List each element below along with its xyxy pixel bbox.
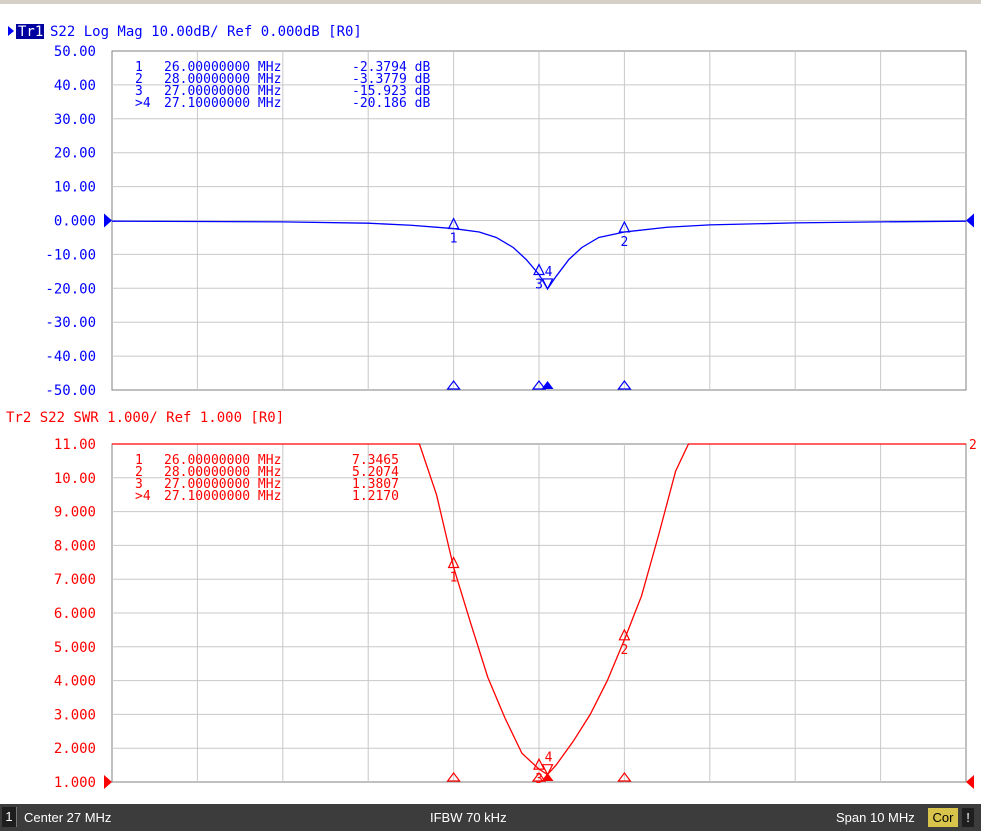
y-tick-label: 20.00	[54, 146, 96, 162]
marker-label: 1	[450, 232, 458, 247]
marker-table-value: 1.2170	[352, 489, 399, 504]
marker-4-icon[interactable]	[541, 278, 554, 291]
marker-label: 4	[545, 751, 553, 766]
marker-table-frequency: 28.00000000 MHz	[164, 72, 281, 87]
marker-table-value: 1.3807	[352, 477, 399, 492]
y-tick-label: 7.000	[54, 572, 96, 588]
y-tick-label: 11.00	[54, 437, 96, 453]
span-setting[interactable]: Span 10 MHz	[836, 810, 915, 825]
marker-table-frequency: 27.00000000 MHz	[164, 84, 281, 99]
marker-table-id: 1	[135, 453, 143, 468]
y-tick-label: 8.000	[54, 538, 96, 554]
marker-table-frequency: 27.10000000 MHz	[164, 489, 281, 504]
marker-label: 2	[620, 643, 628, 658]
stimulus-marker-icon	[446, 380, 461, 390]
y-tick-label: 9.000	[54, 505, 96, 521]
marker-table-frequency: 28.00000000 MHz	[164, 465, 281, 480]
active-trace-arrow-icon	[8, 26, 14, 36]
y-tick-label: -40.00	[45, 349, 96, 365]
marker-table-frequency: 26.00000000 MHz	[164, 453, 281, 468]
stimulus-marker-icon	[531, 772, 547, 782]
marker-table-id: 2	[135, 465, 143, 480]
ifbw-setting[interactable]: IFBW 70 kHz	[430, 810, 507, 825]
marker-4-icon[interactable]	[541, 764, 554, 777]
y-tick-label: -50.00	[45, 383, 96, 399]
reference-marker-right-icon	[966, 775, 974, 789]
y-tick-label: 2.000	[54, 741, 96, 757]
reference-marker-icon	[104, 775, 112, 789]
stimulus-marker-icon	[531, 380, 547, 390]
stimulus-marker-icon	[446, 772, 461, 782]
marker-table-value: -3.3779 dB	[352, 72, 430, 87]
y-tick-label: 5.000	[54, 640, 96, 656]
stimulus-marker-active-icon	[541, 381, 554, 389]
marker-1-icon[interactable]	[447, 556, 460, 569]
stimulus-marker-icon	[617, 380, 632, 390]
center-frequency[interactable]: Center 27 MHz	[24, 810, 112, 825]
y-tick-label: -30.00	[45, 315, 96, 331]
marker-label: 4	[545, 265, 553, 280]
reference-marker-icon	[104, 213, 112, 228]
marker-table-id: >4	[135, 489, 151, 504]
marker-3-icon[interactable]	[533, 263, 545, 276]
y-tick-label: 6.000	[54, 606, 96, 622]
channel-indicator[interactable]: 1	[2, 807, 17, 827]
marker-label: 2	[620, 235, 628, 250]
marker-table-frequency: 27.00000000 MHz	[164, 477, 281, 492]
marker-table-frequency: 26.00000000 MHz	[164, 60, 281, 75]
y-tick-label: 30.00	[54, 112, 96, 128]
trace-line-2	[112, 443, 966, 776]
trace-header: S22 Log Mag 10.00dB/ Ref 0.000dB [R0]	[50, 24, 362, 40]
reference-marker-right-icon	[966, 213, 974, 228]
y-tick-label: 3.000	[54, 707, 96, 723]
y-tick-label: -10.00	[45, 247, 96, 263]
marker-table-id: 2	[135, 72, 143, 87]
y-tick-label: 4.000	[54, 674, 96, 690]
y-tick-label: 1.000	[54, 775, 96, 791]
marker-2-icon[interactable]	[618, 628, 631, 641]
marker-label: 1	[450, 570, 458, 585]
marker-2-icon[interactable]	[618, 220, 631, 233]
marker-label: 3	[535, 772, 543, 787]
marker-label: 3	[535, 277, 543, 292]
y-tick-label: 10.00	[54, 471, 96, 487]
marker-table-id: 1	[135, 60, 143, 75]
marker-table-id: >4	[135, 96, 151, 111]
marker-table-value: 7.3465	[352, 453, 399, 468]
y-tick-label: -20.00	[45, 281, 96, 297]
trace-number-label: 2	[969, 438, 977, 453]
marker-table-frequency: 27.10000000 MHz	[164, 96, 281, 111]
marker-table-value: -2.3794 dB	[352, 60, 430, 75]
alert-indicator[interactable]: !	[962, 808, 974, 827]
trace-badge-label: Tr1	[18, 24, 43, 40]
marker-table-id: 3	[135, 84, 143, 99]
correction-badge[interactable]: Cor	[928, 808, 958, 827]
marker-3-icon[interactable]	[533, 757, 545, 770]
chart-canvas: 50.00 40.00 30.00 20.00 10.00 0.000 -10.00 -20.…	[6, 24, 977, 791]
marker-table-value: 5.2074	[352, 465, 399, 480]
y-tick-label: 50.00	[54, 44, 96, 60]
trace-badge[interactable]	[16, 24, 44, 39]
stimulus-marker-icon	[617, 772, 632, 782]
trace-header: Tr2 S22 SWR 1.000/ Ref 1.000 [R0]	[6, 410, 284, 426]
marker-table-id: 3	[135, 477, 143, 492]
y-tick-label: 0.000	[54, 214, 96, 230]
marker-table-value: -15.923 dB	[352, 84, 430, 99]
y-tick-label: 40.00	[54, 78, 96, 94]
stimulus-marker-active-icon	[541, 773, 554, 781]
marker-1-icon[interactable]	[447, 217, 460, 230]
marker-table-value: -20.186 dB	[352, 96, 430, 111]
y-tick-label: 10.00	[54, 180, 96, 196]
